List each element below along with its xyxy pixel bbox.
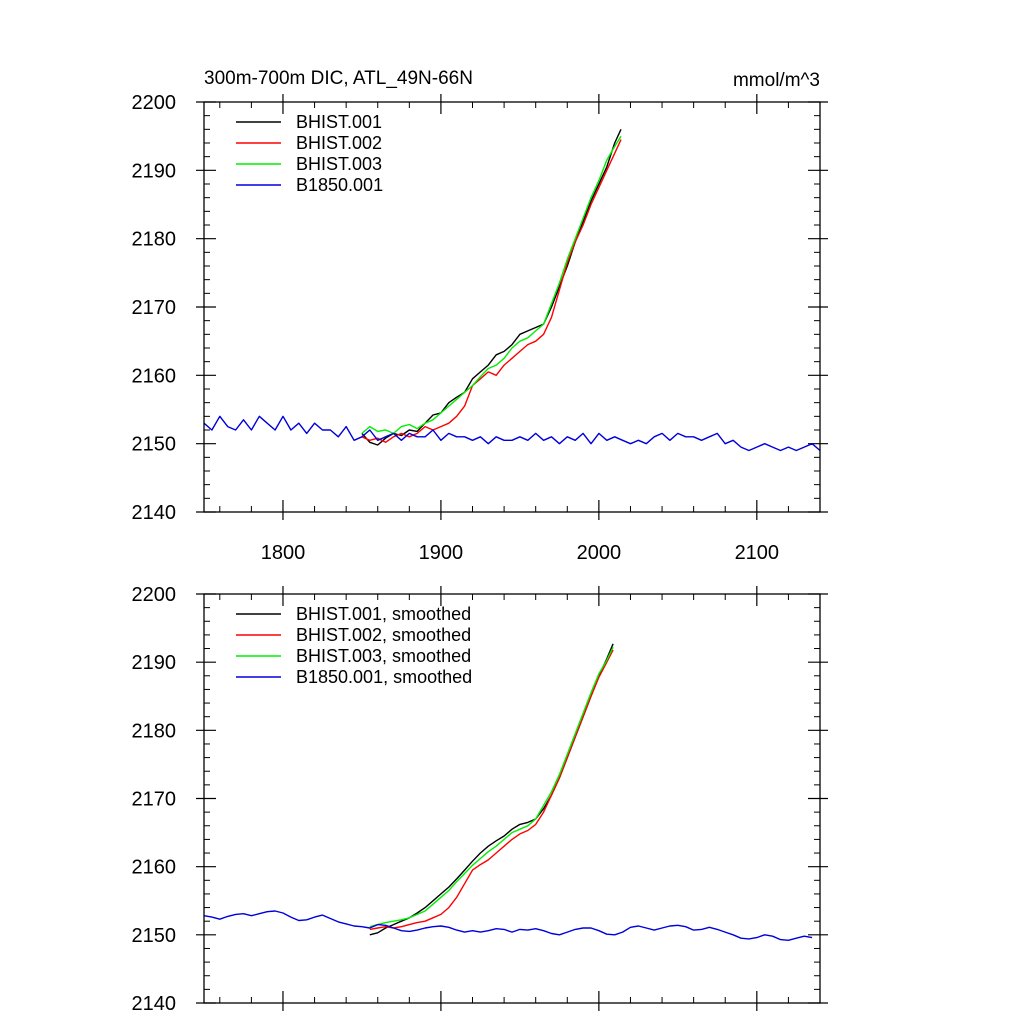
top-series-line-3: [361, 135, 622, 435]
y-tick-label: 2180: [132, 720, 177, 742]
x-tick-label: 1800: [261, 542, 306, 564]
bottom-series-line-4: [203, 910, 813, 941]
bottom-series-line-3: [369, 646, 614, 928]
bottom-panel: 2140 2150 2160 2170 2180 2190 2200 BHIST.001, s…: [132, 584, 828, 1015]
y-tick-label: 2200: [132, 584, 177, 606]
chart-units: mmol/m^3: [733, 70, 820, 91]
bottom-legend-label-2: BHIST.002, smoothed: [296, 625, 471, 645]
chart-title: 300m-700m DIC, ATL_49N-66N: [204, 68, 473, 89]
y-tick-label: 2150: [132, 434, 177, 456]
y-tick-label: 2150: [132, 925, 177, 947]
top-plot-frame: [203, 101, 821, 513]
y-tick-label: 2160: [132, 857, 177, 879]
bottom-plot-frame: [203, 593, 821, 1004]
y-tick-label: 2190: [132, 652, 177, 674]
y-tick-label: 2190: [132, 160, 177, 182]
bottom-series-line-1: [369, 643, 614, 936]
bottom-series-line-2: [369, 649, 614, 931]
y-tick-label: 2170: [132, 789, 177, 811]
y-tick-label: 2140: [132, 993, 177, 1015]
top-series-line-2: [361, 139, 622, 443]
x-tick-label: 2100: [735, 542, 780, 564]
top-legend-label-1: BHIST.001: [296, 112, 382, 132]
y-tick-label: 2180: [132, 229, 177, 251]
top-series-line-4: [203, 415, 821, 452]
top-legend-label-4: B1850.001: [296, 175, 383, 195]
top-legend-label-3: BHIST.003: [296, 154, 382, 174]
top-series-line-1: [361, 129, 622, 446]
y-tick-label: 2200: [132, 92, 177, 114]
bottom-legend-label-3: BHIST.003, smoothed: [296, 646, 471, 666]
y-tick-label: 2140: [132, 502, 177, 524]
top-legend-label-2: BHIST.002: [296, 133, 382, 153]
y-tick-label: 2160: [132, 365, 177, 387]
bottom-legend-label-4: B1850.001, smoothed: [296, 667, 472, 687]
x-tick-label: 1900: [419, 542, 464, 564]
y-tick-label: 2170: [132, 297, 177, 319]
top-panel: 2140 2150 2160 2170 2180 2190 2200 1800 1900 2000…: [132, 92, 828, 564]
x-tick-label: 2000: [577, 542, 622, 564]
bottom-legend-label-1: BHIST.001, smoothed: [296, 604, 471, 624]
